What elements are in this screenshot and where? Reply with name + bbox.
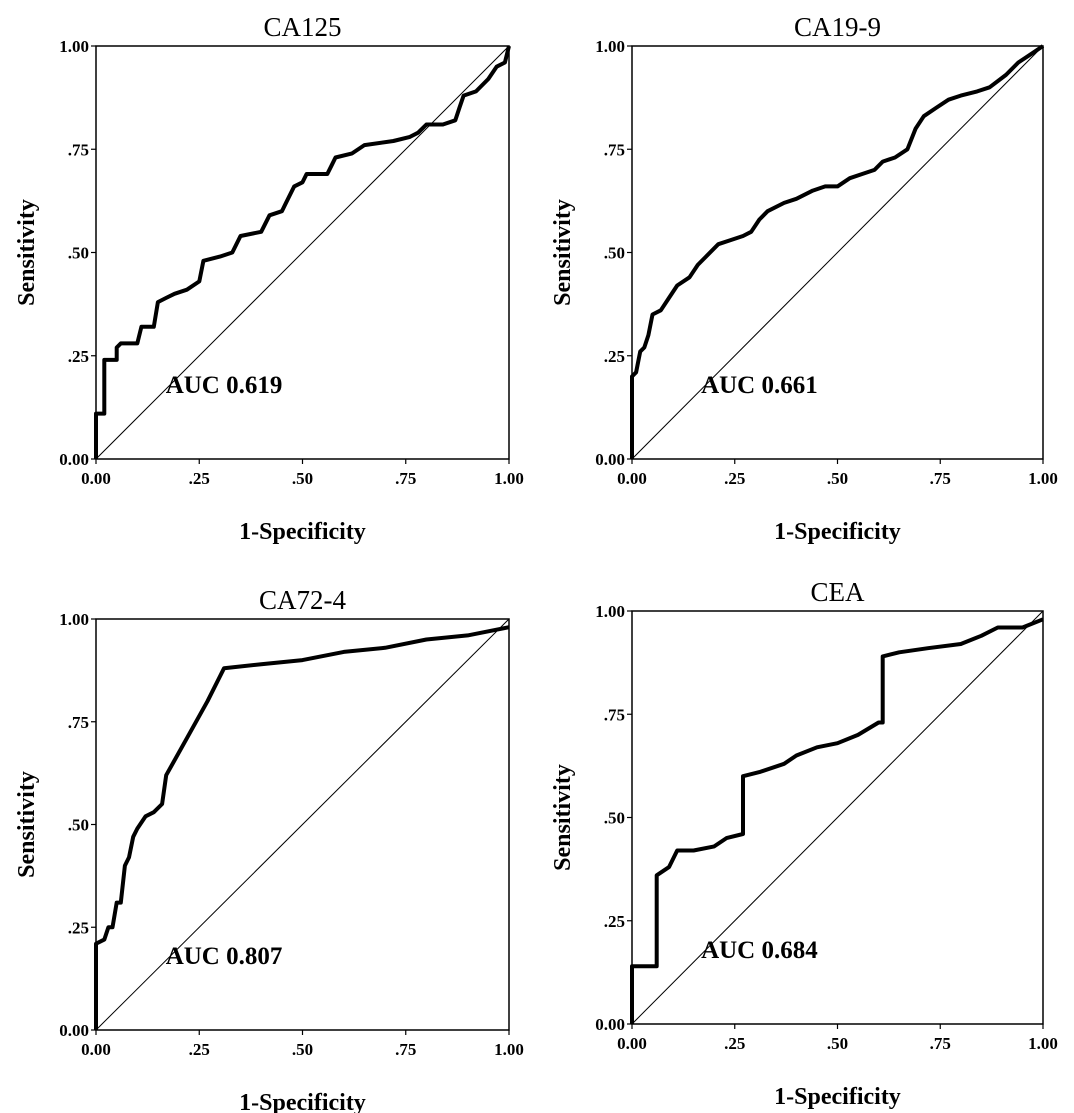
- reference-diagonal-line: [631, 45, 1044, 460]
- roc-panel-2: CA19-9 0.00 .25 .50 .75 1.00 0.00 .25 .50 .75 1.00…: [550, 12, 1058, 545]
- x-tick-label: .75: [930, 1034, 951, 1053]
- reference-diagonal-line: [95, 45, 510, 460]
- x-tick-label: 1.00: [494, 469, 524, 488]
- roc-curve: [94, 625, 510, 1030]
- reference-diagonal-line: [631, 610, 1044, 1025]
- x-tick-label: .25: [189, 469, 210, 488]
- roc-panel-3: CA72-4 0.00 .25 .50 .75 1.00 0.00 .25 .50 .75 1.00…: [14, 585, 524, 1113]
- x-tick-label: .75: [930, 469, 951, 488]
- auc-annotation: AUC 0.684: [701, 937, 818, 964]
- x-tick-label: .50: [827, 469, 848, 488]
- chart-title: CA72-4: [259, 585, 346, 615]
- roc-panel-1: CA125 0.00 .25 .50 .75 1.00 0.00 .25 .50 .75 1.00 1…: [14, 12, 524, 545]
- x-tick-label: .25: [724, 469, 745, 488]
- y-tick-label: .75: [604, 140, 625, 159]
- y-tick-label: .75: [68, 713, 89, 732]
- reference-diagonal-line: [95, 618, 510, 1031]
- x-axis-label: 1-Specificity: [774, 1084, 901, 1110]
- roc-curve: [94, 45, 511, 459]
- x-tick-label: .50: [292, 469, 313, 488]
- y-tick-label: 0.00: [59, 450, 89, 469]
- auc-annotation: AUC 0.619: [166, 372, 283, 399]
- y-tick-label: 1.00: [595, 602, 625, 621]
- x-axis-label: 1-Specificity: [774, 519, 901, 545]
- x-tick-label: .50: [292, 1040, 313, 1059]
- y-tick-label: .50: [68, 816, 89, 835]
- roc-curve: [630, 617, 1044, 1024]
- x-tick-label: 0.00: [617, 469, 647, 488]
- x-tick-label: .75: [395, 469, 416, 488]
- y-axis-label: Sensitivity: [14, 771, 40, 878]
- x-tick-label: .25: [724, 1034, 745, 1053]
- y-axis-label: Sensitivity: [550, 199, 576, 306]
- x-tick-label: 1.00: [1028, 469, 1058, 488]
- x-tick-label: 0.00: [81, 1040, 111, 1059]
- y-tick-label: 0.00: [59, 1021, 89, 1040]
- y-tick-label: .50: [604, 244, 625, 263]
- roc-curve: [630, 44, 1045, 459]
- y-tick-label: .25: [604, 347, 625, 366]
- x-tick-label: .75: [395, 1040, 416, 1059]
- chart-title: CEA: [811, 577, 866, 607]
- x-tick-label: 0.00: [617, 1034, 647, 1053]
- x-tick-label: 0.00: [81, 469, 111, 488]
- roc-panel-4: CEA 0.00 .25 .50 .75 1.00 0.00 .25 .50 .75 1.00 1-S…: [550, 577, 1058, 1110]
- y-tick-label: .75: [604, 705, 625, 724]
- y-tick-label: 1.00: [59, 610, 89, 629]
- x-tick-label: 1.00: [1028, 1034, 1058, 1053]
- y-tick-label: 1.00: [595, 37, 625, 56]
- x-tick-label: 1.00: [494, 1040, 524, 1059]
- x-axis-label: 1-Specificity: [239, 519, 366, 545]
- y-tick-label: 0.00: [595, 1015, 625, 1034]
- auc-annotation: AUC 0.661: [701, 372, 818, 399]
- y-tick-label: .75: [68, 140, 89, 159]
- y-axis-label: Sensitivity: [550, 764, 576, 871]
- chart-title: CA125: [263, 12, 341, 42]
- y-tick-label: .25: [68, 347, 89, 366]
- y-tick-label: 0.00: [595, 450, 625, 469]
- y-tick-label: .25: [604, 912, 625, 931]
- y-axis-label: Sensitivity: [14, 199, 40, 306]
- auc-annotation: AUC 0.807: [166, 943, 283, 970]
- y-tick-label: .50: [68, 244, 89, 263]
- y-tick-label: .50: [604, 809, 625, 828]
- y-tick-label: .25: [68, 918, 89, 937]
- x-axis-label: 1-Specificity: [239, 1090, 366, 1113]
- chart-title: CA19-9: [794, 12, 881, 42]
- y-tick-label: 1.00: [59, 37, 89, 56]
- x-tick-label: .50: [827, 1034, 848, 1053]
- x-tick-label: .25: [189, 1040, 210, 1059]
